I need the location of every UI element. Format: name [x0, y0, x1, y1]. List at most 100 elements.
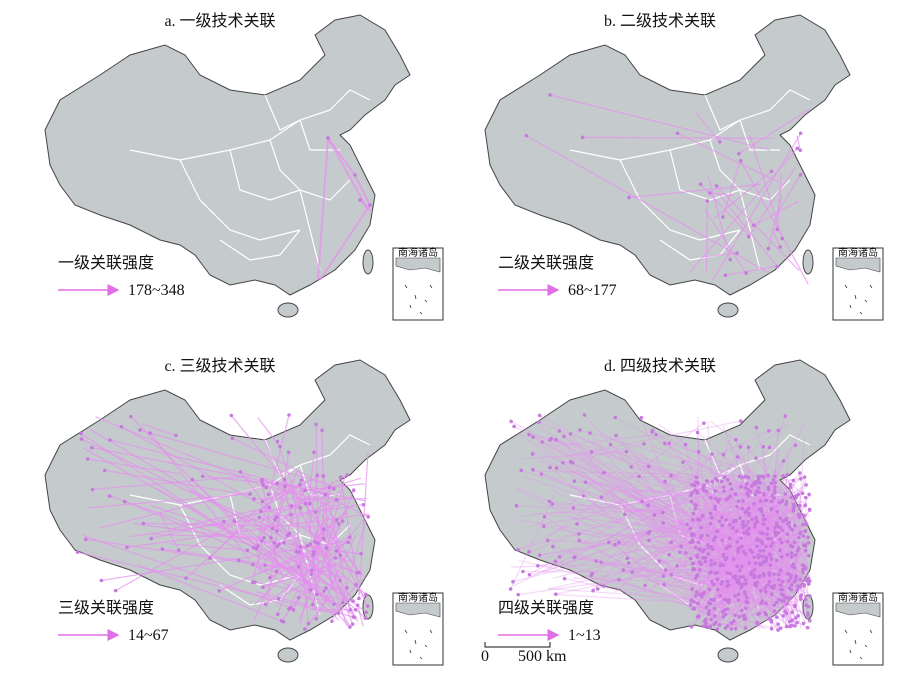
flow-node — [363, 616, 368, 620]
flow-node — [738, 568, 742, 572]
flow-node — [754, 516, 758, 520]
flow-node — [541, 524, 546, 529]
flow-node — [551, 544, 555, 549]
flow-line — [256, 535, 335, 605]
flow-line — [532, 453, 725, 540]
flow-node — [296, 564, 301, 569]
flow-line — [717, 581, 739, 605]
flow-node — [554, 437, 558, 442]
flow-node — [713, 561, 717, 566]
flow-line — [692, 514, 810, 535]
flow-line — [776, 172, 782, 230]
flow-node — [761, 548, 766, 553]
flow-node — [801, 563, 805, 567]
flow-line — [758, 565, 804, 585]
flow-line — [762, 528, 792, 576]
flow-line — [717, 192, 778, 268]
flow-line — [692, 502, 724, 618]
flow-node — [765, 526, 770, 531]
inset-label: 南海诸岛 — [838, 246, 878, 259]
flow-line — [755, 483, 799, 601]
flow-node — [361, 502, 366, 507]
flow-line — [675, 579, 796, 587]
flow-node — [184, 576, 188, 580]
flow-node — [646, 503, 650, 508]
flow-node — [741, 525, 746, 530]
flow-line — [760, 488, 790, 523]
flow-node — [797, 513, 802, 517]
flow-node — [667, 441, 672, 446]
flow-line — [706, 422, 724, 612]
flow-node — [679, 544, 683, 549]
flow-node — [806, 577, 810, 581]
flow-node — [511, 579, 515, 584]
flow-node — [321, 527, 326, 532]
flow-line — [587, 454, 806, 552]
flow-line — [724, 437, 761, 484]
flow-node — [176, 548, 181, 552]
flow-node — [798, 173, 803, 177]
flow-node — [709, 558, 714, 563]
flow-line — [720, 482, 755, 494]
flow-line — [104, 469, 251, 497]
flow-node — [259, 509, 263, 514]
flow-node — [353, 173, 357, 177]
flow-line — [749, 522, 755, 575]
flow-line — [719, 565, 725, 618]
flow-line — [716, 530, 775, 617]
flow-node — [684, 551, 688, 555]
flow-line — [746, 491, 751, 505]
flow-node — [727, 536, 732, 541]
flow-node — [647, 538, 651, 543]
flow-node — [746, 506, 751, 511]
flow-node — [790, 610, 795, 614]
flow-node — [721, 554, 726, 558]
flow-node — [617, 577, 621, 582]
flow-line — [708, 587, 726, 615]
flow-node — [675, 563, 679, 568]
flow-node — [766, 583, 770, 587]
flow-node — [733, 594, 737, 598]
flow-node — [713, 535, 718, 540]
flow-node — [780, 528, 785, 533]
flow-line — [202, 475, 327, 490]
flow-node — [751, 223, 756, 227]
flow-line — [539, 524, 704, 556]
flow-node — [554, 592, 558, 596]
flow-line — [718, 484, 781, 529]
flow-node — [236, 558, 241, 563]
flow-node — [669, 572, 674, 577]
flow-node — [772, 583, 777, 588]
flow-node — [752, 501, 756, 506]
flow-node — [747, 526, 751, 531]
flow-node — [347, 535, 352, 540]
flow-node — [783, 609, 788, 614]
flow-line — [590, 476, 700, 576]
flow-node — [90, 487, 95, 492]
flow-node — [572, 479, 577, 483]
flow-line — [542, 532, 649, 573]
flow-line — [785, 594, 802, 623]
flow-node — [608, 442, 613, 447]
flow-line — [582, 136, 774, 139]
china-map — [44, 14, 444, 321]
flow-node — [696, 614, 701, 618]
legend-range: 1~13 — [568, 627, 601, 644]
flow-node — [703, 555, 708, 560]
flows — [75, 413, 371, 631]
flow-line — [703, 252, 738, 258]
flow-line — [254, 538, 325, 605]
flow-node — [754, 481, 759, 486]
flow-line — [690, 584, 744, 626]
flow-node — [324, 586, 328, 590]
flow-node — [722, 597, 727, 602]
flow-line — [532, 469, 732, 551]
flow-node — [261, 585, 265, 590]
flow-node — [769, 557, 774, 561]
flow-node — [322, 589, 326, 593]
flow-node — [786, 579, 791, 583]
flow-line — [265, 544, 345, 605]
flow-node — [736, 598, 741, 602]
flow-line — [638, 475, 762, 509]
flow-line — [694, 552, 749, 570]
